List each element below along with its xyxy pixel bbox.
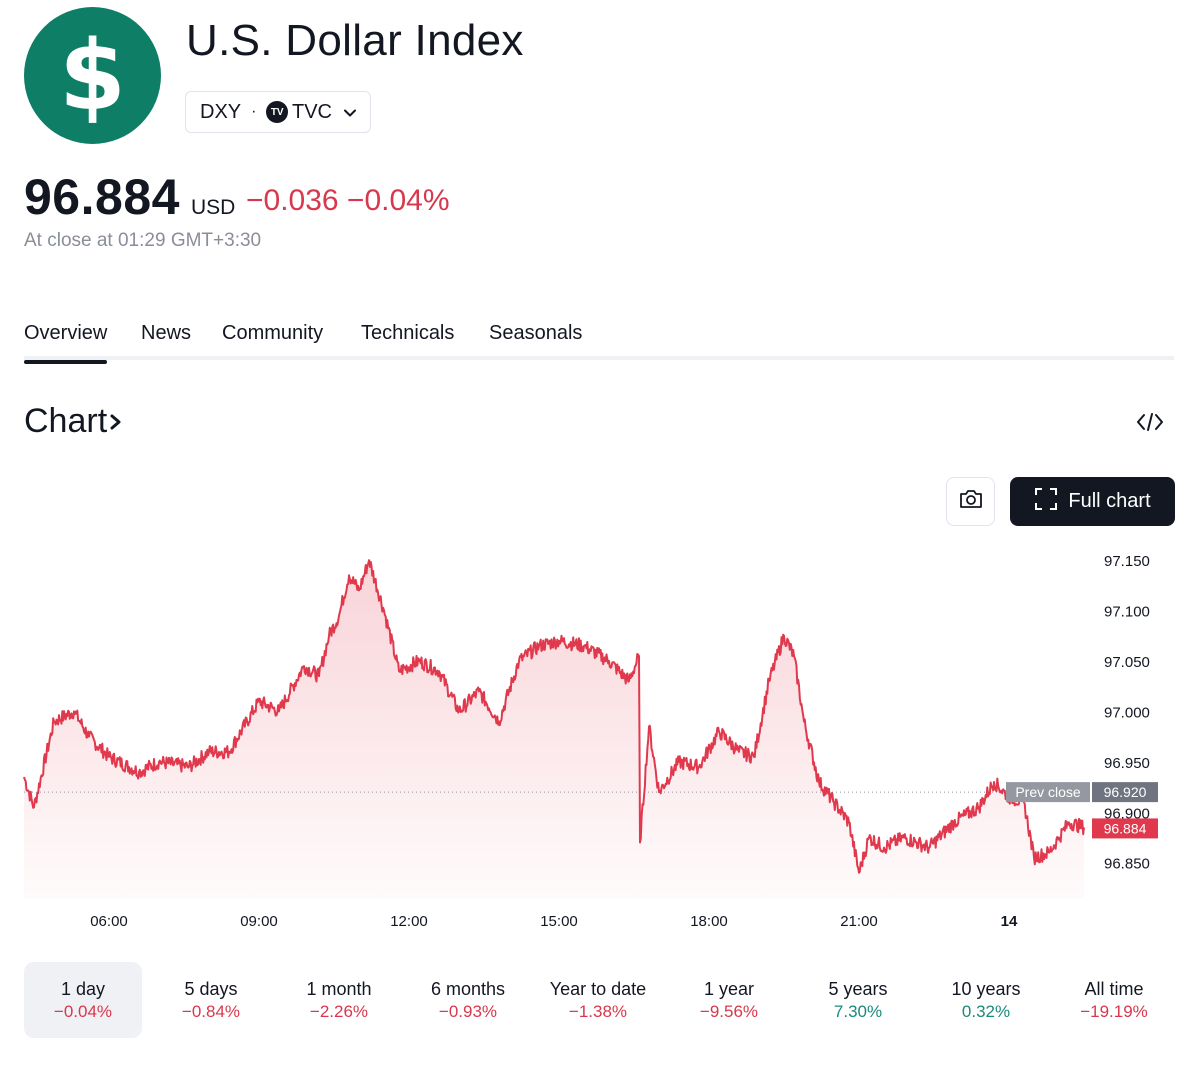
dollar-sign-icon: $ — [59, 19, 126, 132]
prev-close-label: Prev close — [1015, 784, 1081, 800]
price-line — [23, 559, 1085, 874]
symbol-selector[interactable]: DXY · TV TVC — [185, 91, 371, 133]
period-label: 1 day — [60, 978, 106, 999]
full-chart-button[interactable]: Full chart — [1010, 477, 1175, 526]
price-area-fill — [24, 560, 1084, 898]
snapshot-button[interactable] — [946, 477, 995, 526]
x-tick-label: 09:00 — [240, 913, 278, 930]
tab-overview[interactable]: Overview — [24, 322, 108, 364]
embed-code-icon[interactable] — [1136, 410, 1164, 439]
x-tick-label: 21:00 — [840, 913, 878, 930]
period-change: 7.30% — [833, 1001, 883, 1021]
chart-heading-label: Chart — [24, 402, 108, 440]
period-change: −0.04% — [53, 1001, 113, 1021]
period-all-time[interactable]: All time −19.19% — [1054, 962, 1174, 1038]
y-tick-label: 96.850 — [1104, 856, 1150, 873]
period-label: 6 months — [430, 978, 506, 999]
period-change: −1.38% — [568, 1001, 628, 1021]
x-tick-label: 06:00 — [90, 913, 128, 930]
x-tick-label: 15:00 — [540, 913, 578, 930]
last-price: 96.884 — [24, 169, 180, 225]
chart-heading-link[interactable]: Chart — [24, 402, 123, 441]
camera-icon — [958, 488, 984, 515]
period-10-years[interactable]: 10 years 0.32% — [926, 962, 1046, 1038]
section-tabs: Overview News Community Technicals Seaso… — [24, 322, 1174, 364]
period-label: 10 years — [951, 978, 1021, 999]
period-label: 1 year — [703, 978, 755, 999]
period-selector: 1 day −0.04% 5 days −0.84% 1 month −2.26… — [24, 962, 1174, 1038]
index-logo: $ — [24, 7, 161, 144]
y-tick-label: 97.050 — [1104, 654, 1150, 671]
tradingview-logo-icon: TV — [266, 101, 288, 123]
period-label: Year to date — [549, 978, 647, 999]
price-change: −0.036 −0.04% — [246, 184, 450, 217]
period-change: −0.93% — [438, 1001, 498, 1021]
fullscreen-icon — [1034, 487, 1058, 517]
x-tick-label: 18:00 — [690, 913, 728, 930]
y-tick-label: 97.150 — [1104, 553, 1150, 570]
tab-news[interactable]: News — [141, 322, 192, 344]
period-label: 5 days — [184, 978, 238, 999]
x-tick-label: 12:00 — [390, 913, 428, 930]
period-label: All time — [1084, 978, 1144, 999]
period-change: 0.32% — [961, 1001, 1011, 1021]
period-year-to-date[interactable]: Year to date −1.38% — [534, 962, 662, 1038]
period-change: −19.19% — [1080, 1001, 1148, 1021]
period-label: 5 years — [828, 978, 888, 999]
period-change: −2.26% — [309, 1001, 369, 1021]
exchange-label: TVC — [292, 100, 332, 123]
chevron-right-icon — [107, 402, 123, 440]
period-1-year[interactable]: 1 year −9.56% — [669, 962, 789, 1038]
price-chart-svg: 97.15097.10097.05097.00096.95096.90096.8… — [23, 553, 1158, 930]
y-tick-label: 97.000 — [1104, 704, 1150, 721]
last-price-tag: 96.884 — [1092, 818, 1158, 839]
y-tick-label: 97.100 — [1104, 604, 1150, 621]
tab-seasonals[interactable]: Seasonals — [489, 322, 583, 344]
y-tick-label: 96.900 — [1104, 805, 1150, 822]
period-1-day[interactable]: 1 day −0.04% — [24, 962, 142, 1038]
last-price-value: 96.884 — [1104, 820, 1147, 836]
x-tick-label: 14 — [1001, 913, 1018, 930]
prev-close-tag: Prev close 96.920 — [1006, 782, 1158, 803]
period-label: 1 month — [306, 978, 372, 999]
period-5-years[interactable]: 5 years 7.30% — [798, 962, 918, 1038]
chevron-down-icon — [344, 104, 356, 120]
price-chart[interactable]: 97.150 97.100 97.050 97.000 96.950 96.900 96.8… — [0, 540, 1198, 940]
close-time: At close at 01:29 GMT+3:30 — [24, 230, 262, 251]
prev-close-value: 96.920 — [1104, 784, 1147, 800]
period-5-days[interactable]: 5 days −0.84% — [151, 962, 271, 1038]
y-tick-label: 96.950 — [1104, 755, 1150, 772]
tab-community[interactable]: Community — [222, 322, 324, 344]
period-change: −0.84% — [181, 1001, 241, 1021]
separator-dot: · — [251, 103, 257, 120]
currency-label: USD — [191, 196, 236, 219]
period-change: −9.56% — [699, 1001, 759, 1021]
tab-technicals[interactable]: Technicals — [361, 322, 455, 344]
period-6-months[interactable]: 6 months −0.93% — [408, 962, 528, 1038]
period-1-month[interactable]: 1 month −2.26% — [279, 962, 399, 1038]
ticker-label: DXY — [200, 100, 242, 123]
full-chart-label: Full chart — [1068, 490, 1151, 512]
page-title: U.S. Dollar Index — [186, 16, 524, 65]
